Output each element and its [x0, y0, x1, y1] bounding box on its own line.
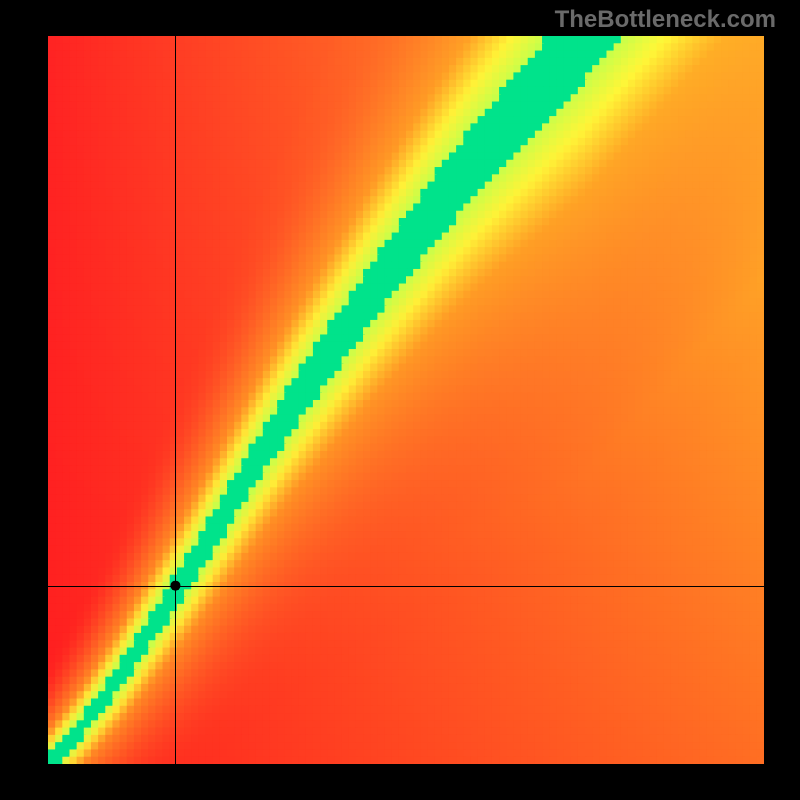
chart-container: { "output": { "width": 800, "height": 80…: [0, 0, 800, 800]
bottleneck-heatmap: [48, 36, 764, 764]
watermark-text: TheBottleneck.com: [555, 6, 776, 34]
